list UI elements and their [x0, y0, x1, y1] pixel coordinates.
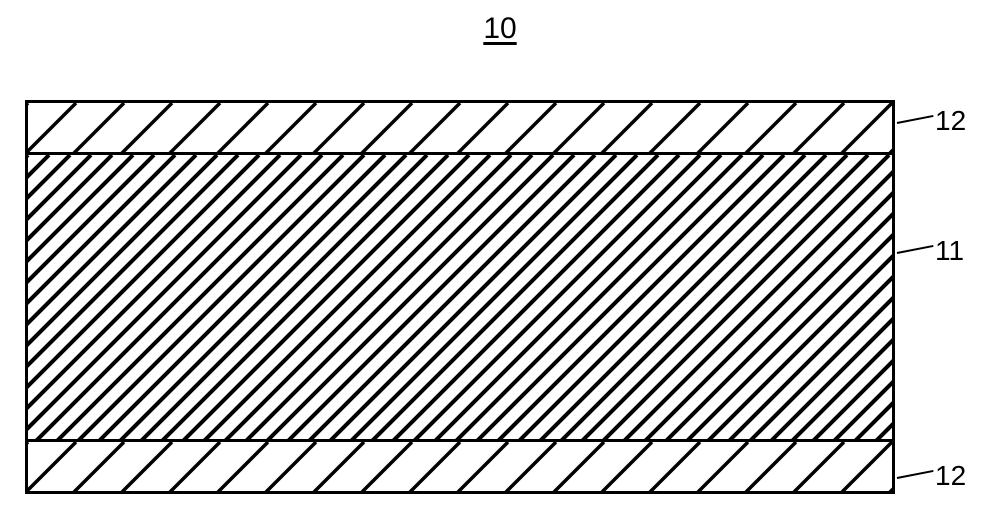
- leader-top: [897, 115, 933, 124]
- figure-title: 10: [483, 12, 516, 46]
- layer-middle: [25, 152, 895, 442]
- layer-top: [25, 100, 895, 155]
- layer-label-middle: 11: [935, 235, 964, 267]
- layer-label-top: 12: [935, 105, 966, 137]
- leader-bottom: [897, 470, 933, 479]
- diagram-container: [25, 100, 895, 495]
- leader-middle: [897, 245, 933, 254]
- layer-label-bottom: 12: [935, 460, 966, 492]
- layer-bottom: [25, 439, 895, 494]
